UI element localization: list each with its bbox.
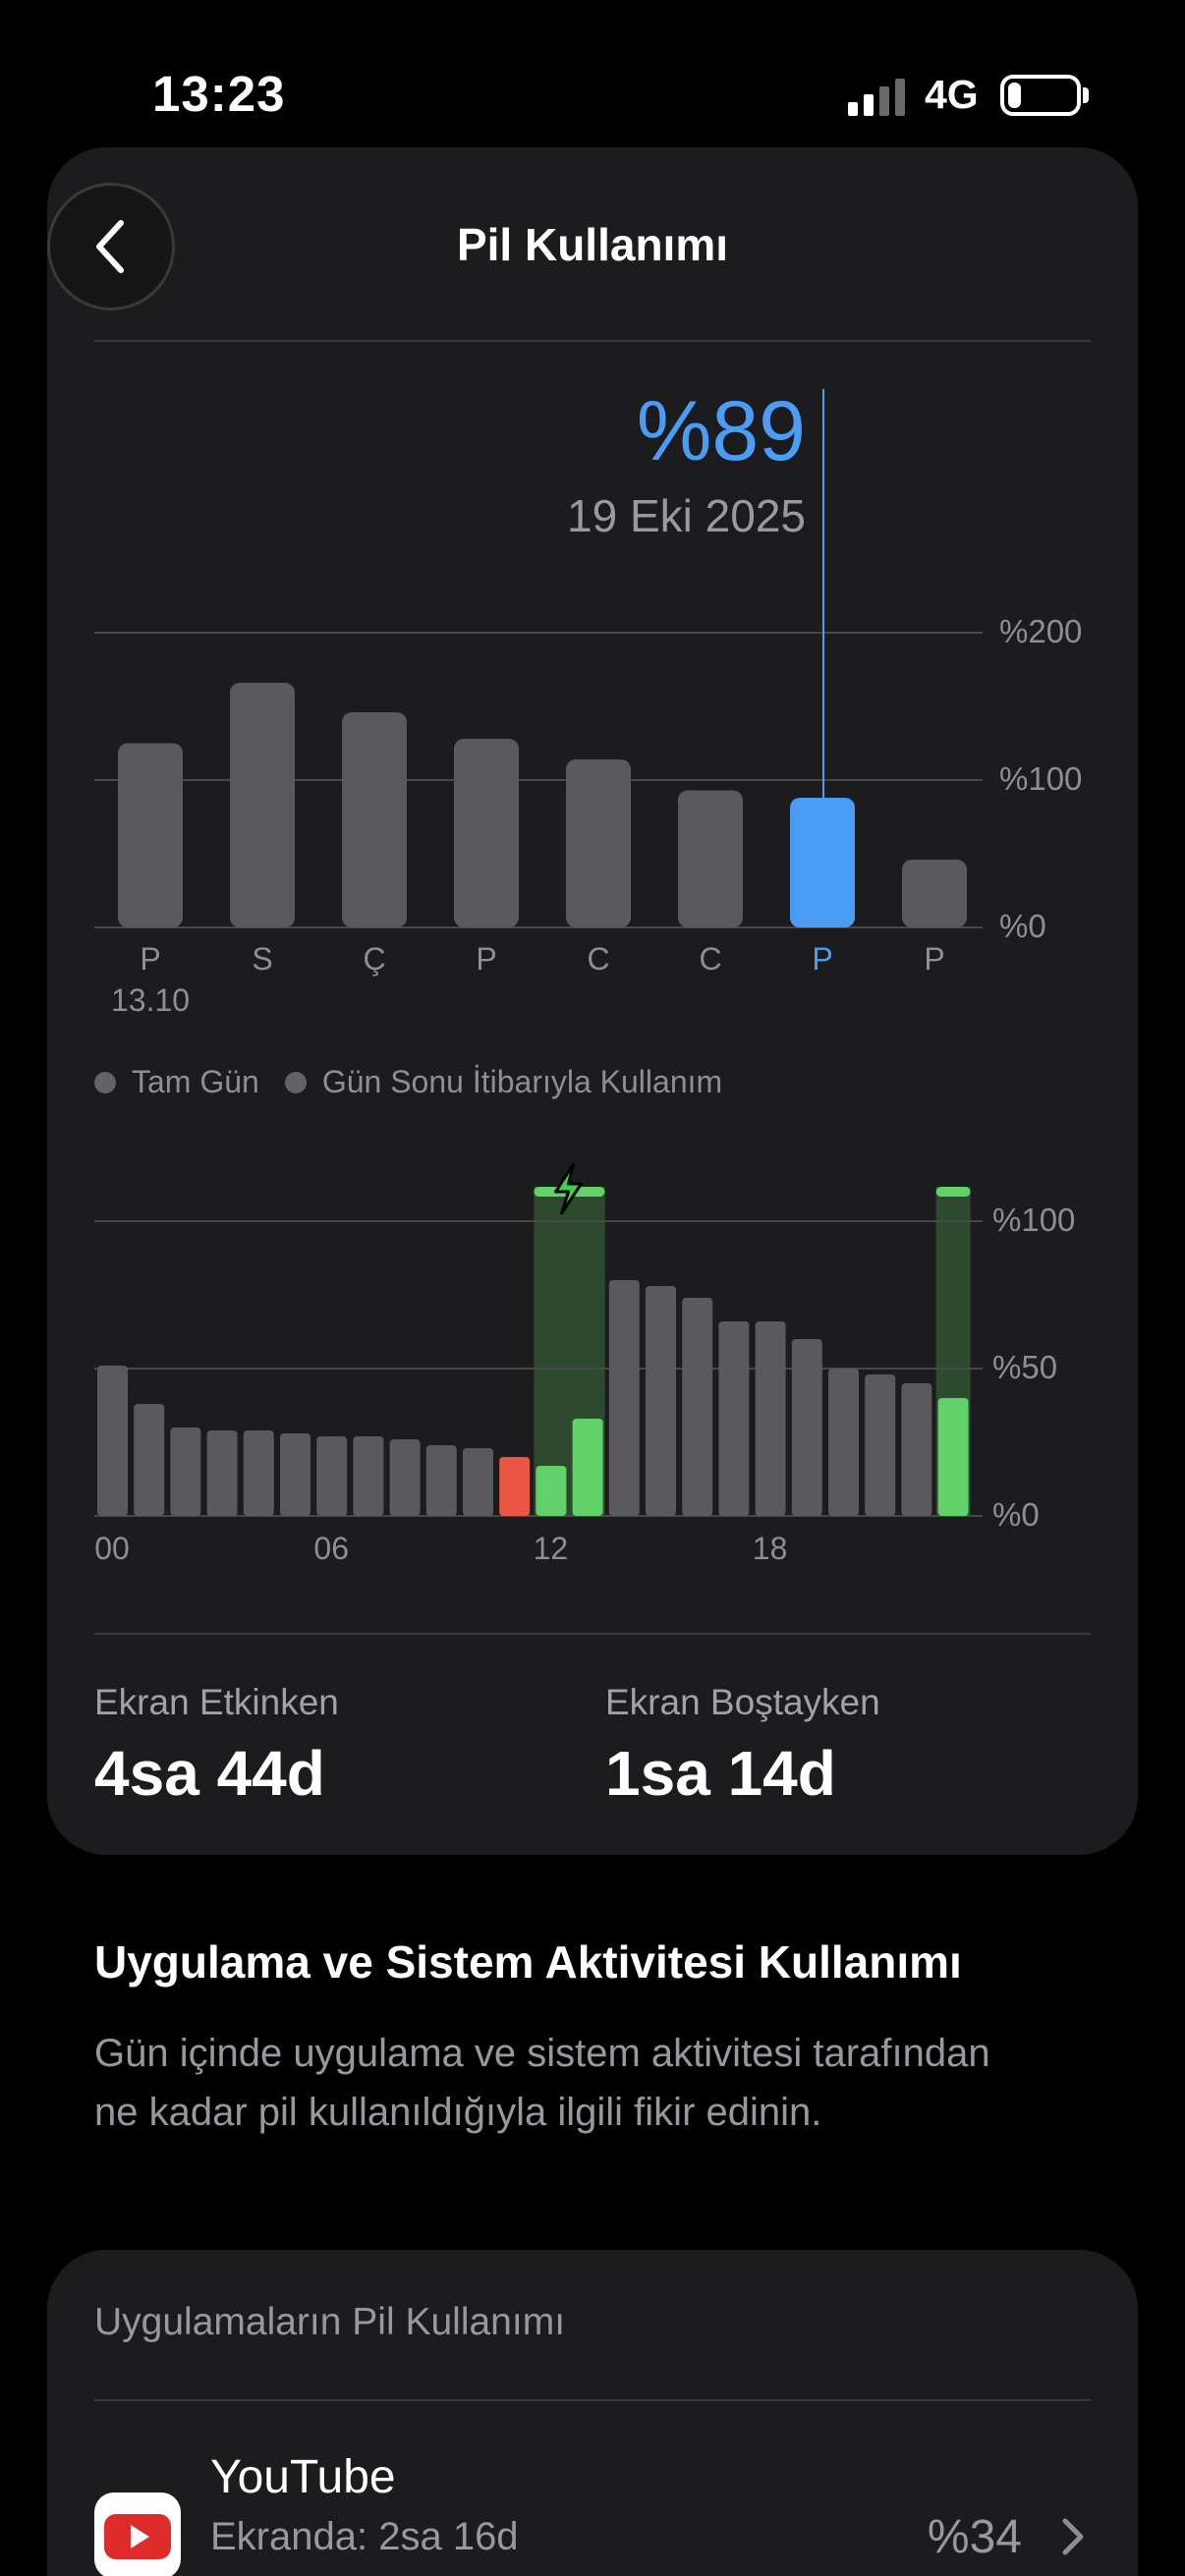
hourly-bar [646,1286,676,1516]
weekly-bar [230,683,295,927]
page-title: Pil Kullanımı [456,219,729,270]
charts-canvas [94,389,983,1517]
status-time: 13:23 [152,66,286,122]
battery-tip [1083,87,1089,103]
weekly-bar [790,798,855,927]
hourly-bar [572,1419,603,1516]
selected-day-value: %89 [636,384,806,478]
app-usage-title: Uygulamaların Pil Kullanımı [94,2301,566,2343]
hourly-bar [316,1436,348,1516]
hourly-y-tick: %50 [992,1349,1058,1385]
battery-usage-card [47,147,1138,1855]
chevron-right-icon [1062,2518,1084,2555]
screen-off-label: Ekran Boştayken [605,1682,880,1722]
hourly-bar [791,1339,822,1516]
hourly-bar [463,1448,493,1516]
charging-window-cap [935,1187,971,1197]
battery-level-fill [1008,83,1021,108]
weekly-bar [342,712,407,927]
charging-bolt-icon [554,1162,583,1215]
weekly-x-tick: P [812,941,833,977]
battery-icon [1000,75,1081,116]
youtube-icon [94,2492,181,2576]
chevron-left-icon [96,220,124,273]
back-button[interactable] [47,183,175,310]
weekly-y-tick: %100 [999,760,1083,797]
hourly-bar [499,1457,531,1516]
app-battery-percent: %34 [927,2511,1022,2563]
weekly-first-date: 13.10 [111,982,191,1018]
screen-on-label: Ekran Etkinken [94,1682,339,1722]
weekly-x-tick: P [924,941,945,977]
legend-item-full-day: Tam Gün [94,1064,259,1100]
hourly-bar [608,1280,640,1516]
hourly-bar [755,1321,786,1516]
hourly-bar [97,1366,128,1516]
screen-on-stat: Ekran Etkinken 4sa 44d [94,1682,339,1810]
weekly-bar [678,790,743,927]
legend-item-end-of-day: Gün Sonu İtibarıyla Kullanım [284,1064,723,1100]
app-usage-card [47,2250,1138,2576]
weekly-bar [118,743,183,927]
hourly-y-tick: %0 [992,1496,1040,1533]
hourly-bar [682,1298,713,1516]
hourly-bar [937,1398,969,1516]
hourly-x-tick: 18 [752,1531,788,1566]
hourly-bar [865,1374,896,1516]
network-type: 4G [925,72,979,117]
legend-label: Gün Sonu İtibarıyla Kullanım [321,1064,723,1099]
hourly-bar [828,1369,859,1516]
hourly-bar [280,1433,310,1516]
cellular-signal-icon [848,79,905,116]
chart-legend: Tam Gün Gün Sonu İtibarıyla Kullanım [94,1064,748,1100]
hourly-bar [536,1466,567,1516]
status-bar: 13:23 4G [0,0,1185,147]
weekly-x-tick: P [140,941,161,977]
legend-dot [94,1071,116,1093]
hourly-bar [425,1445,457,1516]
weekly-x-tick: P [476,941,497,977]
weekly-x-tick: Ç [363,941,386,977]
hourly-bar [243,1430,274,1516]
weekly-bar [566,759,631,927]
hourly-bar [901,1383,932,1516]
app-activity-section-description: Gün içinde uygulama ve sistem aktivitesi… [94,2032,990,2134]
weekly-x-tick: C [587,941,610,977]
hourly-x-tick: 06 [313,1531,349,1566]
navigation-bar: Pil Kullanımı [0,157,1185,334]
app-usage-divider [94,2399,1091,2401]
app-activity-section-title: Uygulama ve Sistem Aktivitesi Kullanımı [94,1936,962,1988]
hourly-x-tick: 12 [533,1531,569,1566]
hourly-bar [353,1436,384,1516]
screen-on-value: 4sa 44d [94,1738,325,1809]
hourly-x-tick: 00 [94,1531,130,1566]
app-screen-time: Ekranda: 2sa 16d [210,2515,519,2558]
legend-dot [284,1071,307,1093]
hourly-bar [170,1428,201,1516]
legend-label: Tam Gün [132,1064,259,1099]
weekly-y-tick: %0 [999,908,1046,944]
screen-off-stat: Ekran Boştayken 1sa 14d [605,1682,880,1810]
hourly-bar [718,1321,750,1516]
hourly-bar [134,1404,165,1516]
weekly-bar [902,860,967,927]
stats-divider [94,1633,1091,1635]
weekly-x-tick: C [699,941,722,977]
screen-off-value: 1sa 14d [605,1738,836,1809]
hourly-bar [206,1430,238,1516]
hourly-bar [389,1439,421,1516]
weekly-bar [454,739,519,927]
hourly-y-tick: %100 [992,1202,1076,1238]
weekly-y-tick: %200 [999,613,1083,649]
app-name: YouTube [210,2451,396,2503]
header-divider [94,340,1091,342]
weekly-x-tick: S [252,941,273,977]
selected-day-date: 19 Eki 2025 [567,490,806,541]
